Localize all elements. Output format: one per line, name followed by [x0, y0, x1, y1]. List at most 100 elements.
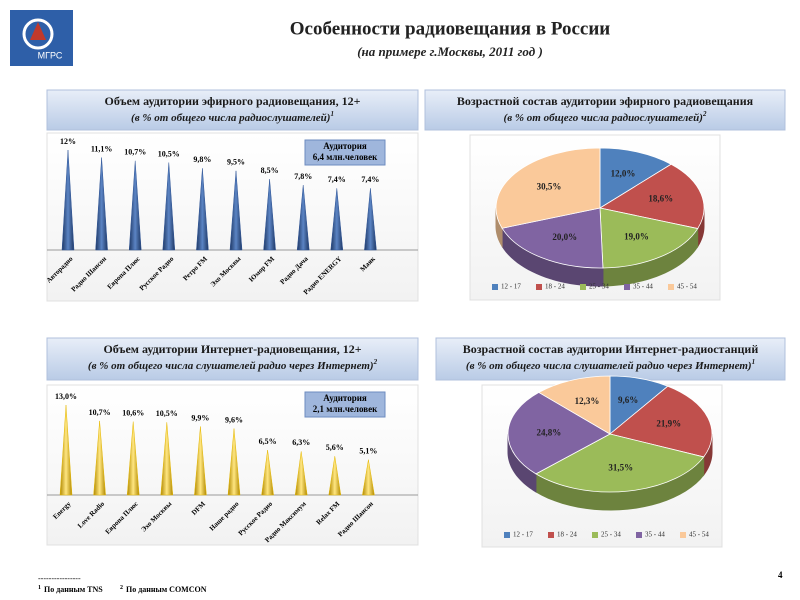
data-label: 12,0%: [611, 169, 636, 179]
panel-header: [435, 337, 786, 381]
legend-label: 25 - 34: [589, 283, 609, 291]
annotation: Аудитория: [323, 141, 367, 151]
chart-subtitle: (в % от общего числа слушателей радио че…: [88, 358, 378, 372]
cone: [364, 188, 377, 251]
annotation-box: [304, 139, 386, 166]
annotation-box: [304, 391, 386, 418]
data-label: 9,5%: [227, 158, 245, 167]
subtitle-text: (в % от общего числа слушателей радио че…: [466, 360, 752, 372]
panel-header: [46, 89, 419, 131]
data-label: 10,7%: [89, 408, 111, 417]
chart-subtitle: (в % от общего числа радиослушателей)2: [504, 110, 707, 124]
chart-title: Возрастной состав аудитории Интернет-рад…: [463, 342, 759, 356]
legend-label: 18 - 24: [545, 283, 565, 291]
data-label: 10,7%: [124, 148, 146, 157]
legend-swatch: [580, 284, 586, 290]
slice: [538, 375, 611, 435]
cone: [196, 168, 209, 251]
annotation: Аудитория: [323, 393, 367, 403]
logo-icon: [30, 22, 46, 40]
legend-label: 18 - 24: [557, 531, 577, 539]
footnote-mark: 2: [120, 585, 123, 591]
legend-label: 12 - 17: [501, 283, 521, 291]
chart-title: Объем аудитории Интернет-радиовещания, 1…: [103, 342, 361, 356]
note-ref: 2: [373, 358, 378, 366]
data-label: 6,3%: [292, 438, 310, 447]
footnote-text: По данным COMCON: [126, 585, 207, 594]
cone: [227, 428, 241, 496]
cone: [330, 188, 344, 251]
legend-label: 12 - 17: [513, 531, 533, 539]
data-label: 10,5%: [158, 149, 180, 158]
chart-subtitle: (в % от общего числа радиослушателей)1: [131, 110, 334, 124]
slice: [507, 391, 611, 475]
data-label: 9,8%: [193, 155, 211, 164]
note-ref: 2: [702, 110, 707, 118]
subtitle-text: (в % от общего числа радиослушателей): [131, 112, 330, 124]
footnote: 1 По данным TNS: [38, 585, 103, 594]
cone: [229, 170, 243, 251]
data-label: 7,4%: [328, 175, 346, 184]
data-label: 9,6%: [225, 415, 243, 424]
data-label: 18,6%: [648, 194, 673, 204]
note-ref: 1: [752, 358, 756, 366]
cone: [294, 451, 308, 496]
slice: [599, 147, 672, 209]
data-label: 9,6%: [618, 395, 638, 405]
legend-swatch: [504, 532, 510, 538]
data-label: 31,5%: [608, 462, 633, 472]
legend-swatch: [536, 284, 542, 290]
legend-swatch: [548, 532, 554, 538]
data-label: 30,5%: [537, 181, 562, 191]
data-label: 9,9%: [191, 413, 209, 422]
data-label: 5,6%: [326, 443, 344, 452]
cone: [261, 449, 274, 496]
data-label: 8,5%: [261, 166, 279, 175]
cone: [194, 426, 207, 496]
chart-title: Возрастной состав аудитории эфирного рад…: [457, 94, 754, 108]
page-number: 4: [778, 570, 783, 580]
cone: [160, 422, 174, 496]
footnote-mark: 1: [38, 585, 41, 591]
chart-title: Объем аудитории эфирного радиовещания, 1…: [105, 94, 361, 108]
annotation: 2,1 млн.человек: [313, 404, 378, 414]
data-label: 19,0%: [624, 231, 649, 241]
legend-swatch: [668, 284, 674, 290]
data-label: 10,6%: [122, 408, 144, 417]
cone: [263, 179, 276, 251]
slice: [609, 385, 713, 458]
data-label: 10,5%: [156, 409, 178, 418]
legend-label: 35 - 44: [633, 283, 653, 291]
legend-swatch: [624, 284, 630, 290]
cone: [362, 459, 375, 496]
subtitle-text: (в % от общего числа слушателей радио че…: [88, 360, 374, 372]
subtitle-text: (в % от общего числа радиослушателей): [504, 112, 703, 124]
cone: [59, 404, 73, 496]
data-label: 13,0%: [55, 392, 77, 401]
title: Особенности радиовещания в России: [290, 18, 611, 39]
chart-subtitle: (в % от общего числа слушателей радио че…: [466, 358, 755, 372]
data-label: 21,9%: [656, 418, 681, 428]
legend-swatch: [680, 532, 686, 538]
cone: [328, 456, 342, 496]
legend-label: 35 - 44: [645, 531, 665, 539]
data-label: 7,4%: [361, 175, 379, 184]
cone: [296, 184, 310, 251]
legend-label: 45 - 54: [677, 283, 697, 291]
data-label: 12,3%: [575, 396, 600, 406]
legend-swatch: [492, 284, 498, 290]
data-label: 5,1%: [359, 447, 377, 456]
legend-label: 25 - 34: [601, 531, 621, 539]
footnote-rule: ----------------: [38, 574, 81, 583]
cone: [93, 420, 106, 496]
legend-label: 45 - 54: [689, 531, 709, 539]
data-label: 7,8%: [294, 172, 312, 181]
footnote-text: По данным TNS: [44, 585, 103, 594]
slice: [495, 147, 601, 229]
data-label: 20,0%: [552, 232, 577, 242]
slice: [501, 207, 604, 269]
cone: [61, 149, 75, 251]
data-label: 6,5%: [259, 437, 277, 446]
cone: [128, 160, 142, 251]
